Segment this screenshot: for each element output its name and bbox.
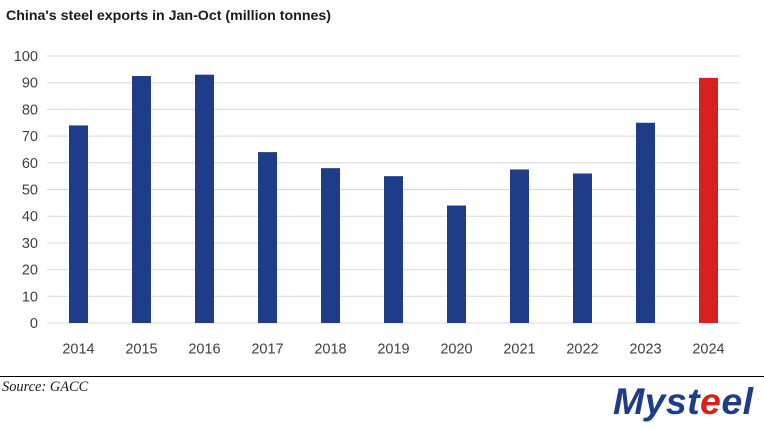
svg-text:2019: 2019 [377, 342, 409, 358]
svg-text:2020: 2020 [440, 342, 472, 358]
svg-text:2024: 2024 [692, 342, 724, 358]
svg-text:2016: 2016 [188, 342, 220, 358]
svg-text:30: 30 [22, 236, 38, 252]
svg-text:2014: 2014 [62, 342, 94, 358]
svg-text:2018: 2018 [314, 342, 346, 358]
svg-text:80: 80 [22, 102, 38, 118]
svg-text:2023: 2023 [629, 342, 661, 358]
svg-text:Mysteel: Mysteel [613, 380, 755, 422]
svg-text:50: 50 [22, 183, 38, 199]
svg-text:2021: 2021 [503, 342, 535, 358]
svg-text:40: 40 [22, 209, 38, 225]
svg-text:2022: 2022 [566, 342, 598, 358]
svg-text:100: 100 [14, 49, 38, 65]
svg-text:60: 60 [22, 156, 38, 172]
svg-text:10: 10 [22, 289, 38, 305]
svg-text:2017: 2017 [251, 342, 283, 358]
svg-text:20: 20 [22, 263, 38, 279]
svg-text:0: 0 [30, 316, 38, 332]
svg-text:70: 70 [22, 129, 38, 145]
svg-text:90: 90 [22, 76, 38, 92]
svg-text:2015: 2015 [125, 342, 157, 358]
